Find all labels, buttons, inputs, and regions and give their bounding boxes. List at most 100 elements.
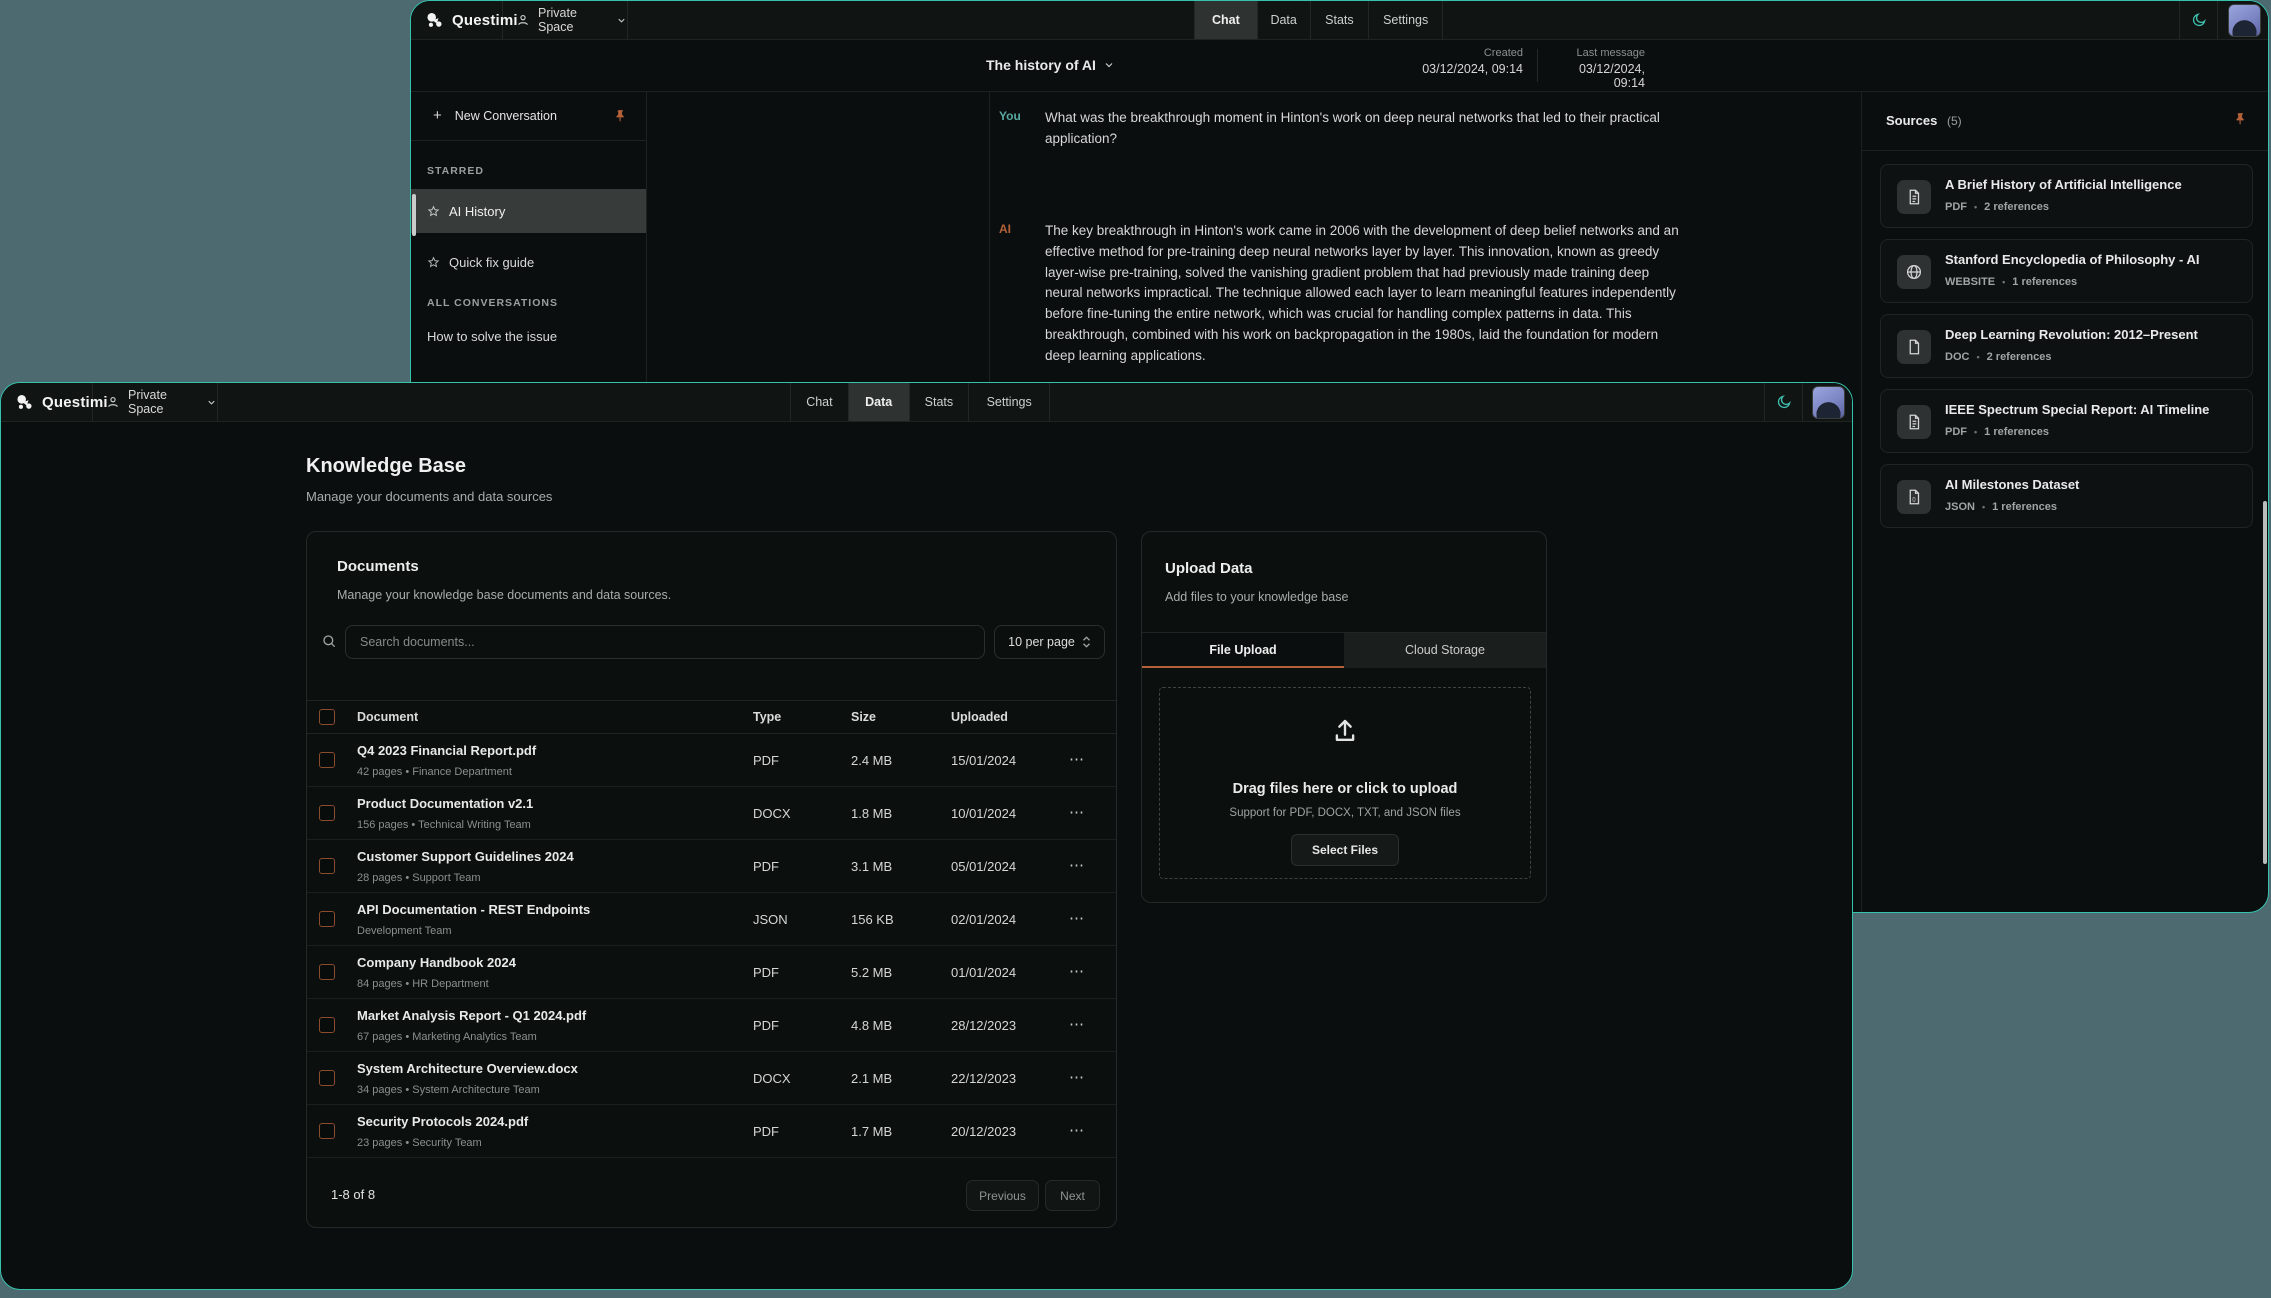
conversation-titlebar: The history of AI Created 03/12/2024, 09… xyxy=(411,39,2268,92)
table-header: Document Type Size Uploaded xyxy=(307,700,1116,734)
row-menu-button[interactable]: ⋯ xyxy=(1069,910,1085,927)
moon-icon xyxy=(2191,12,2207,28)
front-topbar: Questimi Private Space Chat Data Stats S… xyxy=(1,383,1852,422)
documents-card: Documents Manage your knowledge base doc… xyxy=(306,531,1117,1228)
table-row[interactable]: Company Handbook 2024 84 pages • HR Depa… xyxy=(307,946,1116,999)
dropzone-secondary-text: Support for PDF, DOCX, TXT, and JSON fil… xyxy=(1229,807,1461,819)
row-checkbox[interactable] xyxy=(319,964,335,980)
theme-toggle[interactable] xyxy=(2179,1,2217,39)
data-window: Questimi Private Space Chat Data Stats S… xyxy=(0,382,1853,1290)
conversation-sidebar: + New Conversation STARRED AI History Qu… xyxy=(411,91,647,912)
front-nav-tabs: Chat Data Stats Settings xyxy=(790,383,1050,421)
row-menu-button[interactable]: ⋯ xyxy=(1069,804,1085,821)
row-menu-button[interactable]: ⋯ xyxy=(1069,963,1085,980)
table-row[interactable]: Security Protocols 2024.pdf 23 pages • S… xyxy=(307,1105,1116,1158)
source-type: PDF xyxy=(1945,201,1967,213)
conversation-title[interactable]: The history of AI xyxy=(986,39,1115,91)
search-icon xyxy=(321,633,337,649)
chevron-down-icon xyxy=(616,15,627,26)
tab-cloud-storage[interactable]: Cloud Storage xyxy=(1344,633,1546,668)
row-checkbox[interactable] xyxy=(319,752,335,768)
tab-file-upload[interactable]: File Upload xyxy=(1142,633,1344,668)
workspace-switcher[interactable]: Private Space xyxy=(503,1,628,39)
row-menu-button[interactable]: ⋯ xyxy=(1069,1122,1085,1139)
select-all-checkbox[interactable] xyxy=(319,709,335,725)
pagination-range: 1-8 of 8 xyxy=(331,1187,376,1202)
sidebar-item-quick-fix-guide[interactable]: Quick fix guide xyxy=(411,242,646,282)
tab-settings[interactable]: Settings xyxy=(1369,1,1443,39)
message-text: The key breakthrough in Hinton's work ca… xyxy=(1045,223,1679,363)
sources-header: Sources (5) xyxy=(1862,91,2268,151)
table-row[interactable]: API Documentation - REST Endpoints Devel… xyxy=(307,893,1116,946)
row-menu-button[interactable]: ⋯ xyxy=(1069,751,1085,768)
sidebar-scrollbar[interactable] xyxy=(412,194,416,236)
row-checkbox[interactable] xyxy=(319,858,335,874)
tab-data[interactable]: Data xyxy=(848,383,910,421)
conversation-last-message: Last message 03/12/2024, 09:14 xyxy=(1576,47,1645,90)
tab-chat[interactable]: Chat xyxy=(1195,1,1258,39)
source-card[interactable]: A Brief History of Artificial Intelligen… xyxy=(1880,164,2253,228)
tab-stats[interactable]: Stats xyxy=(1311,1,1370,39)
starred-heading: STARRED xyxy=(427,165,484,177)
profile-button[interactable] xyxy=(1802,383,1852,421)
row-menu-button[interactable]: ⋯ xyxy=(1069,857,1085,874)
row-menu-button[interactable]: ⋯ xyxy=(1069,1069,1085,1086)
sidebar-item-how-to-solve[interactable]: How to solve the issue xyxy=(427,328,558,344)
row-checkbox[interactable] xyxy=(319,1017,335,1033)
chevron-down-icon xyxy=(206,397,217,408)
theme-toggle[interactable] xyxy=(1764,383,1802,421)
tab-settings[interactable]: Settings xyxy=(969,383,1050,421)
per-page-select[interactable]: 10 per page xyxy=(994,625,1105,659)
table-row[interactable]: Market Analysis Report - Q1 2024.pdf 67 … xyxy=(307,999,1116,1052)
source-refs: 1 references xyxy=(1984,426,2049,438)
page-subtitle: Manage your documents and data sources xyxy=(306,489,553,504)
chat-message-user: You What was the breakthrough moment in … xyxy=(999,108,1690,150)
source-card[interactable]: Stanford Encyclopedia of Philosophy - AI… xyxy=(1880,239,2253,303)
source-type: DOC xyxy=(1945,351,1970,363)
user-icon xyxy=(516,13,530,27)
brand[interactable]: Questimi xyxy=(411,1,518,39)
row-checkbox[interactable] xyxy=(319,1123,335,1139)
conversation-created: Created 03/12/2024, 09:14 xyxy=(1422,47,1523,76)
message-text: What was the breakthrough moment in Hint… xyxy=(1045,110,1660,146)
pin-icon[interactable] xyxy=(614,109,628,123)
table-row[interactable]: System Architecture Overview.docx 34 pag… xyxy=(307,1052,1116,1105)
meta-divider xyxy=(1537,49,1538,82)
source-type: WEBSITE xyxy=(1945,276,1996,288)
select-files-button[interactable]: Select Files xyxy=(1291,834,1399,866)
tab-data[interactable]: Data xyxy=(1258,1,1311,39)
sidebar-item-ai-history[interactable]: AI History xyxy=(411,189,646,233)
row-checkbox[interactable] xyxy=(319,911,335,927)
source-card[interactable]: Deep Learning Revolution: 2012–Present D… xyxy=(1880,314,2253,378)
row-checkbox[interactable] xyxy=(319,805,335,821)
document-icon xyxy=(1897,405,1931,439)
row-checkbox[interactable] xyxy=(319,1070,335,1086)
table-row[interactable]: Customer Support Guidelines 2024 28 page… xyxy=(307,840,1116,893)
table-row[interactable]: Q4 2023 Financial Report.pdf 42 pages • … xyxy=(307,734,1116,787)
workspace-name: Private Space xyxy=(128,388,167,416)
column-size: Size xyxy=(851,710,877,724)
documents-card-subtitle: Manage your knowledge base documents and… xyxy=(337,588,672,602)
source-card[interactable]: IEEE Spectrum Special Report: AI Timelin… xyxy=(1880,389,2253,453)
tab-stats[interactable]: Stats xyxy=(910,383,970,421)
tab-chat[interactable]: Chat xyxy=(791,383,849,421)
upload-card-subtitle: Add files to your knowledge base xyxy=(1165,590,1349,604)
previous-page-button[interactable]: Previous xyxy=(966,1180,1039,1211)
table-row[interactable]: Product Documentation v2.1 156 pages • T… xyxy=(307,787,1116,840)
upload-icon xyxy=(1330,716,1360,746)
column-type: Type xyxy=(753,710,782,724)
window-scrollbar[interactable] xyxy=(2263,501,2267,864)
search-input[interactable] xyxy=(345,625,985,659)
row-menu-button[interactable]: ⋯ xyxy=(1069,1016,1085,1033)
upload-card-title: Upload Data xyxy=(1165,560,1253,577)
profile-button[interactable] xyxy=(2217,1,2268,39)
workspace-name: Private Space xyxy=(538,6,577,34)
workspace-switcher[interactable]: Private Space xyxy=(93,383,218,421)
source-card[interactable]: {} AI Milestones Dataset JSON • 1 refere… xyxy=(1880,464,2253,528)
next-page-button[interactable]: Next xyxy=(1045,1180,1100,1211)
new-conversation-row: + New Conversation xyxy=(411,91,646,141)
new-conversation-button[interactable]: New Conversation xyxy=(454,108,557,123)
brand[interactable]: Questimi xyxy=(1,383,108,421)
file-dropzone[interactable]: Drag files here or click to upload Suppo… xyxy=(1159,687,1531,879)
pin-icon[interactable] xyxy=(2234,112,2248,126)
